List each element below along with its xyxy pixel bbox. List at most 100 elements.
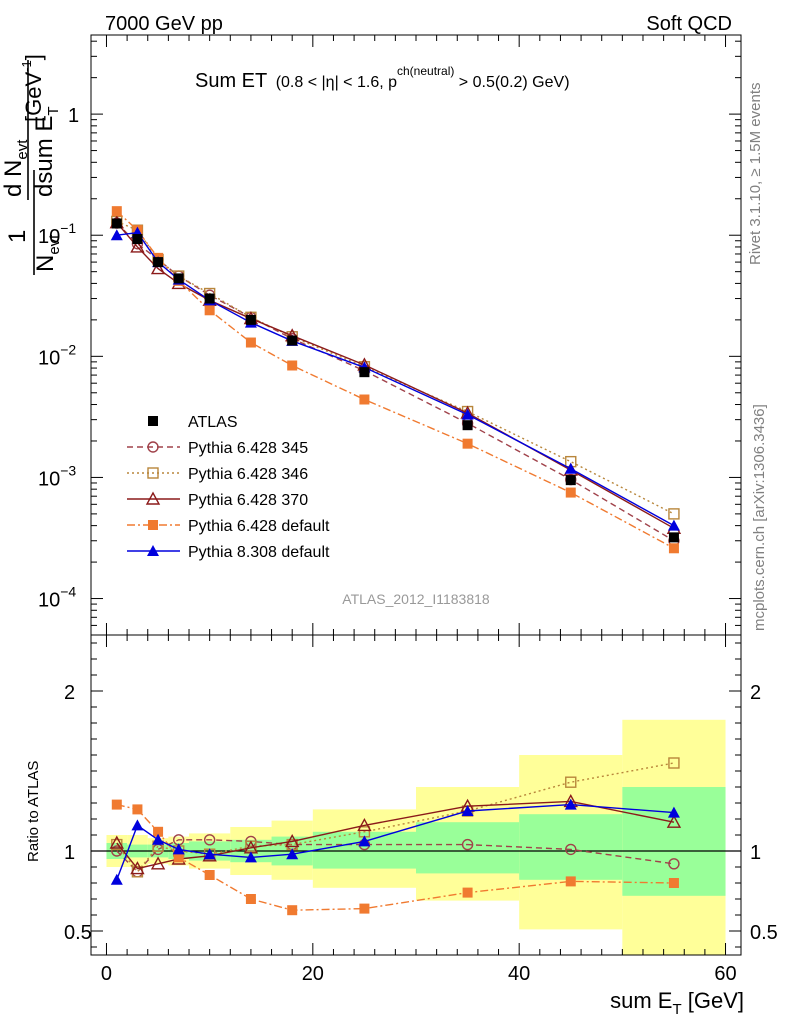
- ratio-point-pythia-6-428-default: [287, 905, 298, 916]
- main-point-atlas: [668, 532, 679, 543]
- ratio-point-pythia-8-308-default: [152, 833, 165, 845]
- ratio-point-pythia-6-428-370: [666, 814, 682, 828]
- ratio-point-pythia-6-428-345: [565, 843, 577, 856]
- legend-marker-atlas: [148, 416, 158, 426]
- main-plot-panel: 1 10−1 10−2 10−3 10−4: [38, 34, 742, 636]
- ratio-plot-panel: 0.5 0.5 1 1 2 2 0 20 40 60: [64, 634, 778, 985]
- ratio-ylabel: Ratio to ATLAS: [25, 761, 42, 862]
- legend-label-pythia-8-308-default: Pythia 8.308 default: [188, 544, 330, 561]
- main-point-pythia-6-428-default: [668, 543, 679, 554]
- legend-label-atlas: ATLAS: [188, 414, 238, 431]
- title-sup: ch(neutral): [397, 64, 454, 78]
- ratio-point-pythia-8-308-default: [172, 843, 185, 855]
- main-point-atlas: [204, 293, 215, 304]
- ratio-ytick-label-right: 1: [750, 842, 761, 864]
- legend-marker-pythia-8-308-default: [147, 545, 159, 556]
- ratio-point-pythia-6-428-default: [132, 804, 143, 815]
- main-point-pythia-8-308-default: [564, 462, 577, 474]
- ratio-series-line-pythia-6-428-370: [116, 800, 675, 870]
- ratio-point-pythia-6-428-345: [668, 858, 680, 870]
- ratio-ytick-label-left: 1: [64, 842, 75, 864]
- legend-label-pythia-6-428-default: Pythia 6.428 default: [188, 518, 330, 535]
- main-point-pythia-6-428-default: [204, 305, 215, 316]
- main-point-atlas: [111, 218, 122, 229]
- ratio-point-pythia-6-428-346: [565, 776, 577, 788]
- ratio-point-pythia-8-308-default: [358, 835, 371, 847]
- main-point-atlas: [287, 335, 298, 346]
- ratio-point-pythia-6-428-345: [461, 838, 474, 851]
- ratio-point-pythia-8-308-default: [203, 848, 216, 860]
- rivet-info-label: Rivet 3.1.10, ≥ 1.5M events: [747, 83, 764, 266]
- ratio-point-pythia-6-428-default: [668, 878, 679, 888]
- legend-marker-pythia-6-428-346: [147, 467, 159, 479]
- ratio-band-inner: [622, 787, 726, 896]
- ratio-point-pythia-8-308-default: [286, 848, 299, 860]
- main-point-atlas: [153, 257, 164, 268]
- ylabel-numerator: d Nevt: [0, 139, 31, 197]
- ylabel-denominator: Nevt: [32, 234, 63, 272]
- ratio-point-pythia-6-428-370: [130, 861, 145, 875]
- legend-marker-pythia-6-428-345: [147, 441, 159, 453]
- main-point-pythia-6-428-default: [462, 438, 473, 449]
- main-ytick-label: 10−2: [38, 341, 76, 369]
- ratio-point-pythia-8-308-default: [244, 851, 257, 863]
- title-eta: η: [326, 74, 335, 91]
- main-point-pythia-6-428-346: [668, 508, 680, 520]
- ratio-point-pythia-6-428-default: [153, 826, 164, 837]
- x-tick-label: 60: [714, 963, 736, 985]
- main-ytick-label: 10−3: [38, 462, 76, 490]
- xlabel: sum ET [GeV]: [610, 988, 744, 1018]
- main-ytick-label: 10−4: [38, 584, 76, 612]
- ratio-ytick-label-left: 2: [64, 682, 75, 704]
- analysis-id-label: ATLAS_2012_I1183818: [342, 591, 490, 607]
- ratio-point-pythia-6-428-346: [111, 838, 123, 851]
- ratio-point-pythia-6-428-370: [357, 817, 372, 832]
- ylabel-one: 1: [4, 230, 31, 243]
- ratio-point-pythia-8-308-default: [564, 798, 577, 810]
- ylabel-dsum: dsum ET: [31, 106, 62, 197]
- main-point-pythia-8-308-default: [110, 229, 123, 241]
- legend: ATLAS Pythia 6.428 345 Pythia 6.428 346 Pyt…: [127, 414, 330, 561]
- ratio-point-pythia-8-308-default: [461, 805, 474, 816]
- legend-marker-pythia-6-428-default: [148, 520, 158, 530]
- ratio-point-pythia-6-428-default: [111, 799, 122, 810]
- ratio-band-inner: [519, 814, 623, 880]
- header-left-label: 7000 GeV pp: [105, 13, 223, 35]
- main-point-atlas: [245, 314, 256, 325]
- main-point-atlas: [173, 273, 184, 284]
- ratio-point-pythia-6-428-370: [109, 835, 124, 849]
- ratio-point-pythia-6-428-346: [668, 757, 680, 769]
- main-point-pythia-8-308-default: [667, 519, 680, 531]
- title-cond-c: > 0.5(0.2) GeV): [454, 74, 569, 91]
- main-point-pythia-6-428-default: [245, 337, 256, 348]
- legend-label-pythia-6-428-346: Pythia 6.428 346: [188, 466, 308, 483]
- ratio-point-pythia-8-308-default: [667, 806, 680, 818]
- ratio-point-pythia-8-308-default: [131, 819, 144, 831]
- main-point-pythia-6-428-370: [130, 239, 145, 253]
- ratio-point-pythia-8-308-default: [110, 873, 123, 885]
- ratio-point-pythia-6-428-default: [204, 870, 215, 880]
- main-point-pythia-8-308-default: [461, 408, 474, 420]
- main-point-atlas: [462, 420, 473, 431]
- mcplots-info-label: mcplots.cern.ch [arXiv:1306.3436]: [751, 404, 768, 631]
- x-tick-label: 20: [302, 963, 324, 985]
- ratio-ytick-label-left: 0.5: [64, 922, 92, 944]
- main-point-atlas: [132, 234, 143, 245]
- ratio-point-pythia-6-428-345: [111, 845, 123, 857]
- plot-title: Sum ET (0.8 < |η| < 1.6, pch(neutral) > …: [195, 64, 570, 92]
- main-point-pythia-6-428-370: [150, 261, 166, 275]
- ratio-ytick-label-right: 2: [750, 682, 761, 704]
- ratio-point-pythia-6-428-default: [173, 852, 184, 863]
- header-right-label: Soft QCD: [646, 13, 732, 35]
- main-point-atlas: [565, 475, 576, 486]
- ratio-point-pythia-6-428-370: [150, 856, 166, 870]
- main-point-pythia-6-428-default: [565, 487, 576, 498]
- main-ylabel: 1 Nevt d Nevt dsum ET [GeV-1]: [0, 54, 63, 275]
- ratio-point-pythia-6-428-345: [203, 834, 216, 846]
- main-ytick-label: 1: [68, 105, 79, 127]
- ratio-band-inner: [416, 822, 520, 874]
- x-tick-label: 40: [508, 963, 530, 985]
- x-tick-label: 0: [101, 963, 112, 985]
- main-ytick-label: 10−1: [38, 220, 76, 248]
